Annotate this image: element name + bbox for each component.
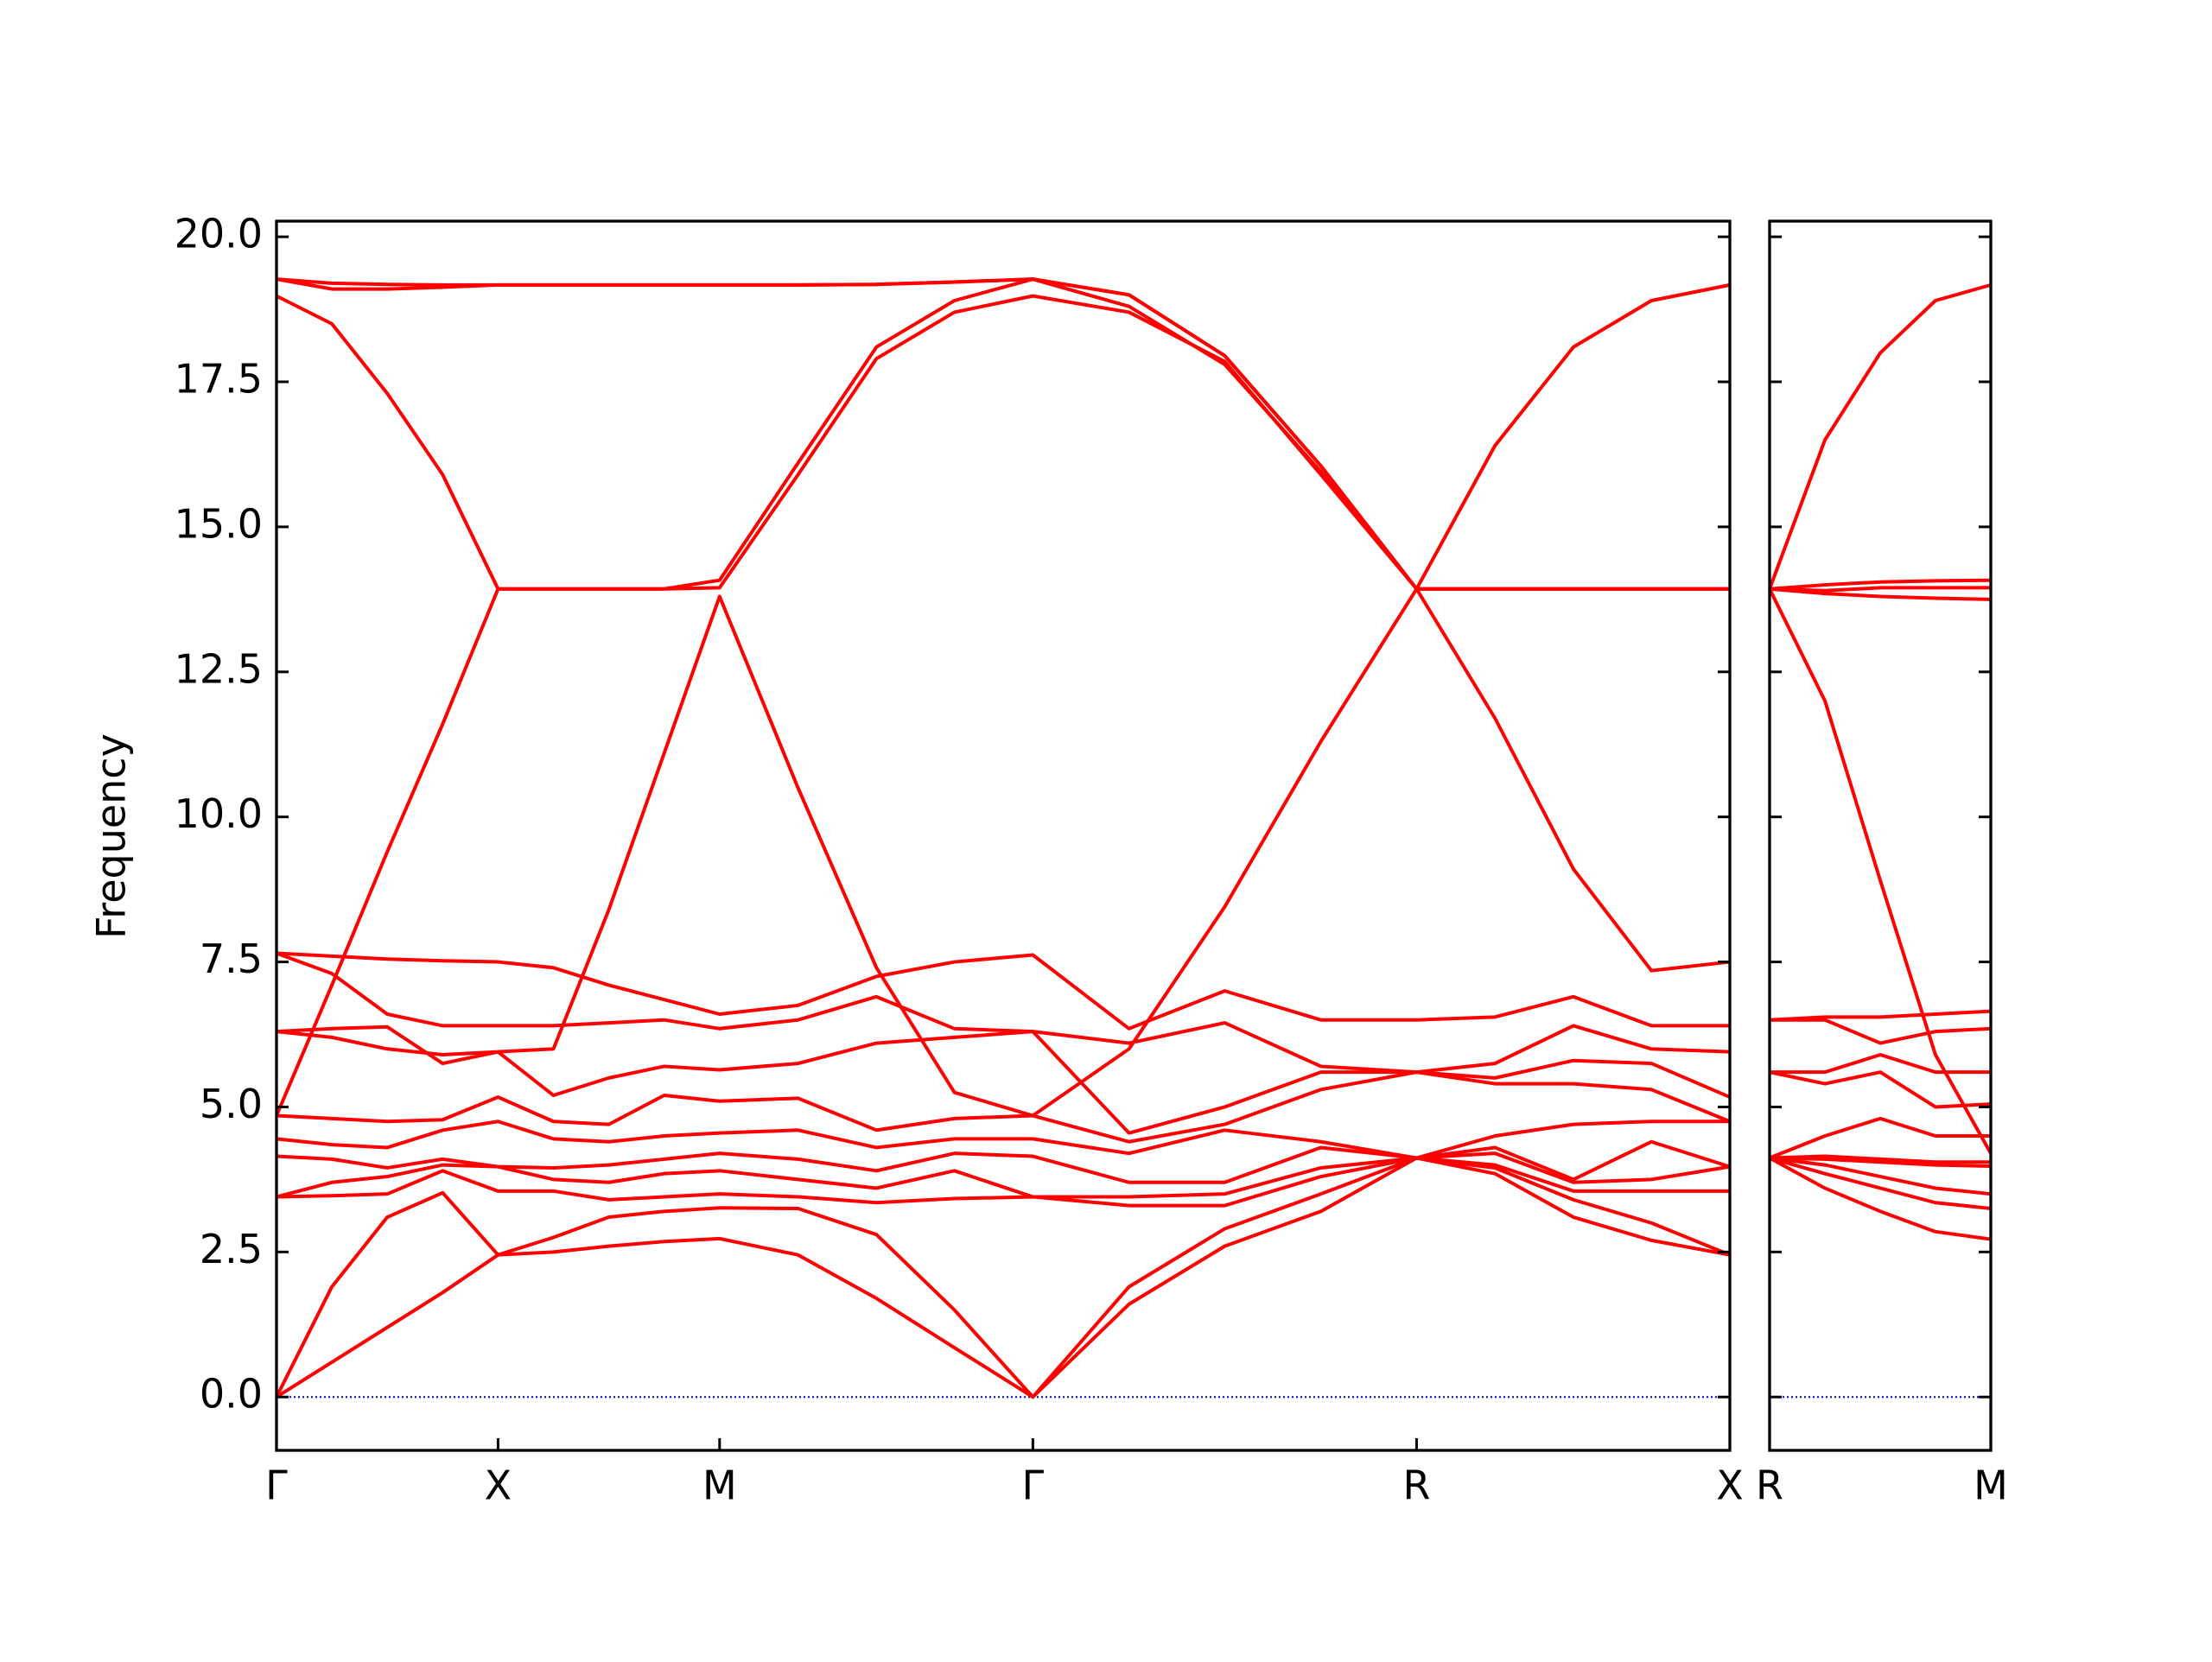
band-line <box>1769 586 1991 593</box>
x-tick-label: M <box>702 1462 737 1509</box>
band-line <box>1769 1116 1991 1160</box>
x-tick-label: R <box>1402 1462 1430 1509</box>
band-line <box>276 951 1730 1031</box>
band-line <box>1768 282 1992 590</box>
band-line <box>1769 578 1992 591</box>
x-tick-label: X <box>1716 1462 1744 1509</box>
y-tick-label: 12.5 <box>175 645 263 692</box>
band-line <box>1769 1156 1992 1168</box>
band-line <box>1769 587 1992 601</box>
band-line <box>1770 1053 1991 1075</box>
x-tick-label: X <box>485 1462 512 1509</box>
band-line <box>276 1070 1731 1144</box>
y-tick-label: 20.0 <box>175 211 263 257</box>
y-tick-label: 10.0 <box>175 790 263 837</box>
plot-frame <box>275 219 1732 1452</box>
x-tick-label: M <box>1974 1462 2008 1509</box>
band-line <box>276 277 1731 973</box>
band-line <box>275 1156 1731 1399</box>
band-line <box>1769 1154 1991 1164</box>
plot-frame <box>1768 219 1993 1452</box>
band-line <box>276 587 1730 1118</box>
band-line <box>276 1151 1731 1199</box>
y-tick-label: 5.0 <box>200 1081 263 1127</box>
band-line <box>276 1024 1731 1135</box>
band-line <box>276 277 1730 591</box>
x-tick-label: Γ <box>265 1462 288 1509</box>
band-line <box>1769 1070 1992 1109</box>
x-tick-label: Γ <box>1022 1462 1045 1509</box>
band-line <box>276 1156 1730 1208</box>
band-line <box>1769 1156 1992 1196</box>
band-line <box>275 1156 1731 1399</box>
band-line <box>1769 1009 1992 1022</box>
band-line <box>276 277 1731 591</box>
band-line <box>275 294 1730 1117</box>
y-tick-label: 15.0 <box>175 500 263 547</box>
x-tick-label: R <box>1756 1462 1783 1509</box>
band-line <box>276 1139 1731 1184</box>
band-line <box>276 1120 1730 1160</box>
y-tick-label: 0.0 <box>200 1371 263 1418</box>
band-line <box>1769 1156 1992 1210</box>
y-axis-label: Frequency <box>88 733 135 939</box>
band-line <box>1769 1156 1992 1241</box>
band-line <box>1770 1018 1992 1045</box>
y-tick-label: 7.5 <box>200 936 263 982</box>
y-tick-label: 2.5 <box>200 1226 263 1272</box>
y-tick-label: 17.5 <box>175 356 263 403</box>
band-line <box>276 951 1731 1075</box>
band-line <box>1768 587 1993 1155</box>
